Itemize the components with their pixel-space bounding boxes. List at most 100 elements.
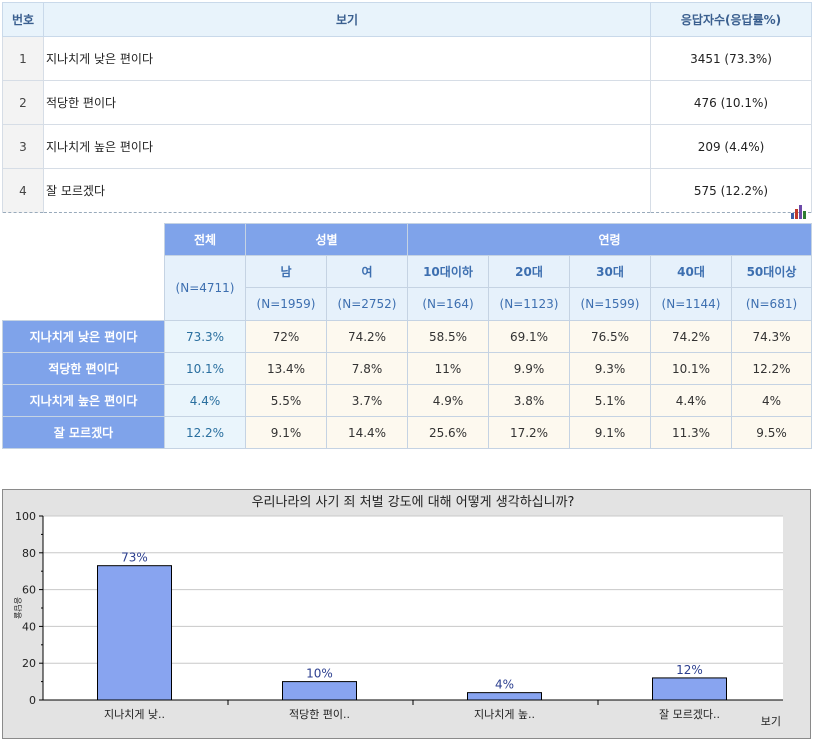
x-axis-label: 보기 [761,715,781,728]
value-cell: 58.5% [407,320,489,353]
value-cell: 14.4% [326,416,408,449]
group-label: 남 [245,255,327,288]
row-option: 잘 모르겠다 [43,168,651,213]
bar [467,692,542,701]
chart-panel: 우리나라의 사기 죄 처벌 강도에 대해 어떻게 생각하십니까? 0 20 40 60 8… [2,489,811,739]
x-tick-label: 지나치게 낮.. [104,708,165,721]
value-cell: 9.3% [569,352,651,385]
group-label: 20대 [488,255,570,288]
row-number: 1 [2,36,44,81]
answer-table-header: 번호 보기 응답자수(응답률%) [2,2,812,37]
row-number: 4 [2,168,44,213]
group-n: (N=2752) [326,287,408,321]
x-tick-label: 적당한 편이.. [289,708,350,721]
x-tick-label: 잘 모르겠다.. [659,708,720,721]
row-label: 지나치게 높은 편이다 [2,384,165,417]
value-cell: 9.9% [488,352,570,385]
group-n: (N=1123) [488,287,570,321]
group-n: (N=681) [731,287,812,321]
y-tick-label: 40 [22,620,36,633]
total-cell: 10.1% [164,352,246,385]
crosstab-row: 잘 모르겠다 12.2% 9.1% 14.4% 25.6% 17.2% 9.1%… [2,416,812,449]
y-axis-label: 응답율 [13,597,23,619]
crosstab-row: 적당한 편이다 10.1% 13.4% 7.8% 11% 9.9% 9.3% 1… [2,352,812,385]
value-cell: 5.1% [569,384,651,417]
value-cell: 3.8% [488,384,570,417]
bar-value-label: 10% [306,667,333,681]
y-tick-label: 0 [29,694,36,707]
table-row: 1 지나치게 낮은 편이다 3451 (73.3%) [2,36,812,81]
group-n: (N=1144) [650,287,732,321]
row-option: 적당한 편이다 [43,80,651,125]
bar-chart-icon[interactable] [790,205,806,219]
value-cell: 4% [731,384,812,417]
group-n: (N=1599) [569,287,651,321]
value-cell: 4.4% [650,384,732,417]
row-option: 지나치게 낮은 편이다 [43,36,651,81]
value-cell: 25.6% [407,416,489,449]
total-cell: 12.2% [164,416,246,449]
crosstab-table: 전체 성별 연령 (N=4711) 남 여 10대이하 20대 30대 40대 … [2,223,812,449]
value-cell: 72% [245,320,327,353]
value-cell: 13.4% [245,352,327,385]
group-n: (N=1959) [245,287,327,321]
value-cell: 11.3% [650,416,732,449]
table-row: 3 지나치게 높은 편이다 209 (4.4%) [2,124,812,169]
group-n: (N=164) [407,287,489,321]
group-label: 50대이상 [731,255,812,288]
x-tick-label: 지나치게 높.. [474,708,535,721]
value-cell: 12.2% [731,352,812,385]
value-cell: 5.5% [245,384,327,417]
bar [97,565,172,701]
bar-chart: 우리나라의 사기 죄 처벌 강도에 대해 어떻게 생각하십니까? 0 20 40 60 8… [13,495,783,728]
age-header: 연령 [407,223,812,256]
value-cell: 74.2% [326,320,408,353]
col-header-no: 번호 [2,2,44,37]
row-label: 잘 모르겠다 [2,416,165,449]
row-count: 476 (10.1%) [650,80,812,125]
value-cell: 4.9% [407,384,489,417]
crosstab-corner [2,223,165,321]
value-cell: 9.5% [731,416,812,449]
bar-value-label: 4% [495,678,514,692]
col-header-option: 보기 [43,2,651,37]
value-cell: 10.1% [650,352,732,385]
total-cell: 73.3% [164,320,246,353]
crosstab-row: 지나치게 낮은 편이다 73.3% 72% 74.2% 58.5% 69.1% … [2,320,812,353]
chart-title: 우리나라의 사기 죄 처벌 강도에 대해 어떻게 생각하십니까? [252,495,575,510]
bar-value-label: 12% [676,663,703,677]
group-label: 30대 [569,255,651,288]
total-cell: 4.4% [164,384,246,417]
y-tick-label: 20 [22,657,36,670]
row-number: 2 [2,80,44,125]
value-cell: 76.5% [569,320,651,353]
gender-header: 성별 [245,223,408,256]
y-tick-label: 100 [15,510,36,523]
value-cell: 74.3% [731,320,812,353]
group-label: 여 [326,255,408,288]
value-cell: 9.1% [245,416,327,449]
value-cell: 17.2% [488,416,570,449]
row-option: 지나치게 높은 편이다 [43,124,651,169]
table-row: 4 잘 모르겠다 575 (12.2%) [2,168,812,213]
total-header: 전체 [164,223,246,256]
y-tick-label: 60 [22,584,36,597]
crosstab-row: 지나치게 높은 편이다 4.4% 5.5% 3.7% 4.9% 3.8% 5.1… [2,384,812,417]
row-label: 적당한 편이다 [2,352,165,385]
value-cell: 9.1% [569,416,651,449]
value-cell: 74.2% [650,320,732,353]
y-tick-label: 80 [22,547,36,560]
value-cell: 3.7% [326,384,408,417]
answer-table: 번호 보기 응답자수(응답률%) 1 지나치게 낮은 편이다 3451 (73.… [2,2,812,213]
col-header-count: 응답자수(응답률%) [650,2,812,37]
row-count: 3451 (73.3%) [650,36,812,81]
total-n: (N=4711) [164,255,246,321]
value-cell: 7.8% [326,352,408,385]
row-count: 575 (12.2%) [650,168,812,213]
row-label: 지나치게 낮은 편이다 [2,320,165,353]
bar [652,677,727,701]
group-label: 10대이하 [407,255,489,288]
row-count: 209 (4.4%) [650,124,812,169]
bar-value-label: 73% [121,551,148,565]
group-label: 40대 [650,255,732,288]
